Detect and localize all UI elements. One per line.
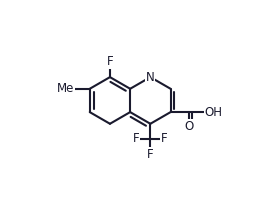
Text: Me: Me: [57, 82, 75, 95]
Text: O: O: [184, 120, 194, 133]
Text: N: N: [146, 71, 155, 84]
Text: F: F: [107, 56, 113, 68]
Text: F: F: [133, 132, 140, 145]
Text: OH: OH: [205, 106, 223, 119]
Text: F: F: [147, 148, 154, 160]
Text: F: F: [161, 132, 168, 145]
